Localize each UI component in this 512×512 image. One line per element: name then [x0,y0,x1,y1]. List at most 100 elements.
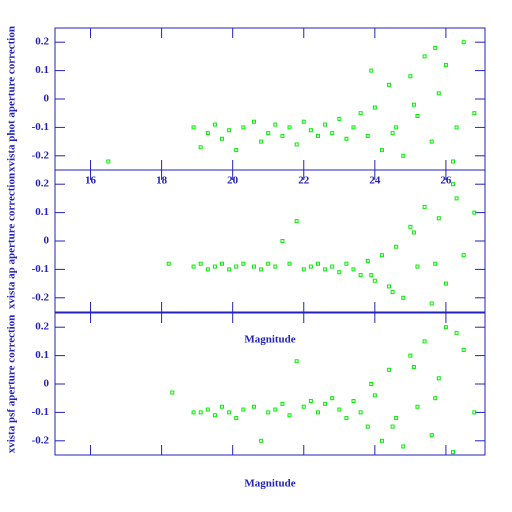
x-tick-label: 24 [369,175,381,187]
y-tick-label: 0.2 [35,321,49,333]
data-point [372,278,377,283]
data-point [280,401,285,406]
data-point [266,410,271,415]
data-point [411,230,416,235]
x-axis-label: Magnitude [244,478,295,490]
y-tick-label: -0.2 [32,434,50,446]
data-point [401,444,406,449]
data-point [379,148,384,153]
data-point [198,410,203,415]
data-point [323,401,328,406]
data-point [422,339,427,344]
data-point [394,125,399,130]
y-axis-label: xvista phot aperture correction [6,26,18,172]
y-tick-label: 0 [44,378,50,390]
data-point [205,407,210,412]
data-point [472,410,477,415]
data-point [379,253,384,258]
panel-frame [54,169,486,313]
data-point [227,410,232,415]
data-point [337,116,342,121]
x-axis-label: Magnitude [244,334,295,346]
y-tick-label: 0 [44,93,50,105]
data-point [415,404,420,409]
data-point [411,102,416,107]
data-point [401,153,406,158]
data-point [408,74,413,79]
y-tick-label: 0.1 [35,64,49,76]
data-point [220,261,225,266]
data-point [301,404,306,409]
data-point [415,264,420,269]
data-point [205,131,210,136]
data-point [294,359,299,364]
y-tick-label: -0.2 [32,291,50,303]
data-point [408,353,413,358]
data-point [191,264,196,269]
data-point [280,239,285,243]
data-point [433,45,438,50]
data-point [369,273,374,278]
data-point [344,261,349,266]
data-point [220,136,225,141]
data-point [369,382,374,386]
data-point [461,40,466,45]
data-point [351,399,356,404]
data-point [308,399,313,404]
data-point [387,284,392,289]
data-point [170,390,175,395]
data-point [234,148,239,153]
data-point [422,204,427,209]
data-point [387,367,392,372]
y-axis-label: xvista ap aperture correction [6,173,18,309]
data-point [443,62,448,67]
y-tick-label: -0.2 [32,149,50,161]
data-point [358,111,363,116]
data-point [287,261,292,266]
x-tick-label: 16 [85,175,97,187]
data-point [365,258,370,263]
data-point [411,364,416,369]
data-point [415,114,420,119]
y-tick-label: 0.1 [35,349,49,361]
data-point [390,131,395,136]
data-point [241,125,246,130]
y-tick-label: 0 [44,235,50,247]
data-point [273,407,278,412]
data-point [436,376,441,381]
data-point [436,91,441,96]
data-point [358,410,363,415]
data-point [241,407,246,412]
data-point [106,159,111,164]
data-point [234,264,239,269]
data-point [198,145,203,150]
panel-frame [54,27,486,171]
data-point [433,396,438,401]
data-point [212,122,217,127]
data-point [212,264,217,269]
data-point [461,253,466,258]
data-point [365,424,370,429]
data-point [472,111,477,116]
data-point [227,128,232,133]
data-point [227,267,232,272]
data-point [308,128,313,133]
data-point [234,416,239,421]
data-point [337,407,342,412]
y-axis-label: xvista psf aperture correction [6,315,18,454]
data-point [429,301,434,306]
data-point [443,281,448,286]
data-point [198,261,203,266]
y-tick-label: -0.1 [32,263,49,275]
data-point [461,347,466,352]
data-point [358,273,363,278]
data-point [315,410,320,415]
data-point [191,125,196,130]
data-point [372,105,377,110]
data-point [422,54,427,59]
data-point [330,131,335,136]
data-point [390,424,395,429]
data-point [351,267,356,272]
data-point [330,264,335,269]
